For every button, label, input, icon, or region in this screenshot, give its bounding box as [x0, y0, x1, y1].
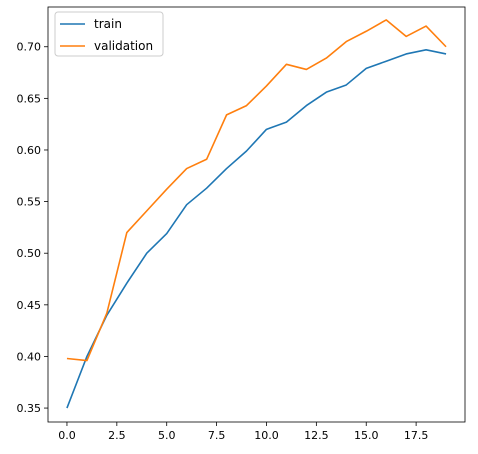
legend-box	[54, 11, 164, 57]
y-tick-label: 0.55	[17, 196, 42, 209]
series-line-validation	[66, 19, 447, 362]
y-tick-label: 0.70	[17, 41, 42, 54]
x-axis: 0.0 2.5 5.0 7.5 10.0 12.5 15.0 17.5	[58, 422, 428, 442]
legend-label-validation: validation	[94, 39, 153, 53]
x-tick-label: 0.0	[58, 429, 76, 442]
x-tick-label: 17.5	[404, 429, 429, 442]
y-tick-label: 0.60	[17, 144, 42, 157]
x-tick-label: 12.5	[304, 429, 329, 442]
series-line-train	[66, 49, 447, 409]
series-layer	[66, 19, 447, 409]
y-tick-label: 0.40	[17, 350, 42, 363]
legend: train validation	[54, 11, 164, 57]
x-tick-label: 10.0	[254, 429, 279, 442]
x-tick-label: 5.0	[158, 429, 176, 442]
y-tick-label: 0.35	[17, 402, 42, 415]
y-tick-label: 0.45	[17, 299, 42, 312]
x-tick-label: 15.0	[354, 429, 379, 442]
y-tick-label: 0.65	[17, 92, 42, 105]
x-tick-label: 7.5	[208, 429, 226, 442]
axes-frame	[47, 6, 466, 423]
x-tick-label: 2.5	[108, 429, 126, 442]
y-tick-label: 0.50	[17, 247, 42, 260]
legend-label-train: train	[94, 17, 122, 31]
y-axis: 0.35 0.40 0.45 0.50 0.55 0.60 0.65 0.70	[17, 41, 48, 415]
